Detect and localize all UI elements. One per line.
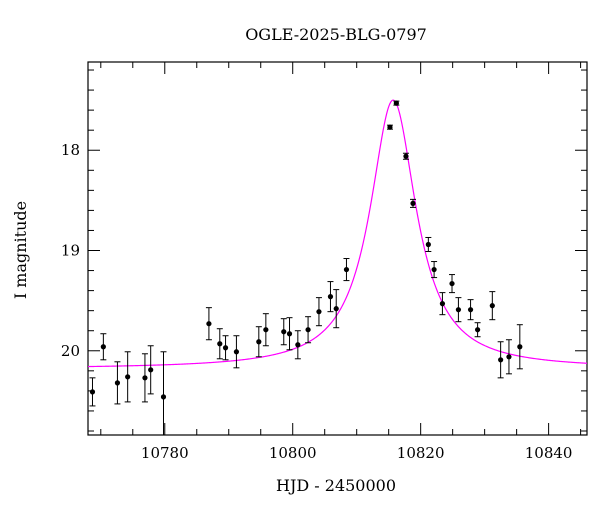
data-point — [305, 316, 312, 344]
data-point — [327, 281, 334, 313]
data-point — [114, 361, 121, 405]
data-point — [505, 339, 512, 375]
y-tick-label: 19 — [61, 242, 80, 260]
data-point — [124, 351, 131, 403]
data-point — [467, 299, 474, 321]
data-point — [315, 297, 322, 327]
x-tick-label: 10820 — [397, 444, 445, 462]
x-axis-label: HJD - 2450000 — [276, 476, 396, 495]
y-tick-label: 20 — [61, 342, 80, 360]
point-marker — [160, 394, 167, 400]
plot-frame — [87, 61, 588, 436]
point-marker — [217, 341, 223, 347]
model-curve — [87, 99, 588, 368]
point-marker — [100, 344, 106, 350]
point-marker — [206, 321, 212, 327]
data-point — [255, 326, 262, 358]
data-point — [393, 100, 400, 106]
data-point — [455, 297, 462, 323]
point-marker — [333, 306, 339, 312]
data-point — [497, 341, 504, 379]
point-marker — [475, 327, 481, 333]
x-tick-label: 10780 — [141, 444, 189, 462]
point-marker — [343, 266, 350, 273]
point-marker — [498, 357, 504, 363]
data-point — [216, 328, 223, 360]
point-marker — [256, 339, 262, 345]
data-point — [333, 289, 340, 329]
point-marker — [449, 280, 455, 287]
data-point — [449, 274, 456, 294]
data-point — [262, 313, 269, 347]
point-marker — [455, 307, 462, 313]
tick-labels: 10780 10800 10820 10840 18 19 20 — [61, 141, 573, 462]
point-marker — [89, 389, 96, 395]
point-marker — [305, 327, 311, 333]
x-tick-label: 10800 — [269, 444, 317, 462]
point-marker — [393, 100, 399, 106]
point-marker — [489, 303, 495, 309]
data-points — [89, 100, 523, 436]
data-point — [286, 317, 293, 351]
data-point — [409, 198, 416, 208]
data-point — [89, 377, 96, 407]
point-marker — [517, 344, 523, 350]
point-marker — [467, 307, 474, 313]
point-marker — [148, 367, 154, 373]
y-tick-label: 18 — [61, 141, 80, 159]
data-point — [516, 324, 523, 370]
data-point — [294, 330, 301, 360]
point-marker — [233, 349, 240, 355]
chart-title: OGLE-2025-BLG-0797 — [245, 25, 427, 44]
point-marker — [295, 342, 301, 348]
point-marker — [263, 327, 269, 333]
tick-marks — [88, 62, 587, 435]
point-marker — [506, 354, 512, 360]
data-point — [474, 322, 481, 338]
point-marker — [142, 375, 148, 381]
data-point — [343, 258, 350, 282]
data-point — [489, 291, 496, 321]
data-point — [431, 261, 438, 279]
x-tick-label: 10840 — [525, 444, 573, 462]
point-marker — [222, 345, 229, 351]
data-point — [280, 318, 287, 346]
point-marker — [403, 153, 409, 159]
point-marker — [410, 200, 416, 206]
point-marker — [114, 380, 121, 386]
point-marker — [316, 309, 322, 315]
data-point — [222, 335, 229, 361]
data-point — [100, 333, 107, 361]
data-point — [233, 335, 240, 369]
data-point — [402, 152, 409, 160]
point-marker — [327, 294, 334, 300]
point-marker — [431, 266, 437, 273]
data-point — [160, 351, 167, 436]
point-marker — [125, 374, 131, 380]
y-axis-label: I magnitude — [11, 201, 30, 299]
point-marker — [387, 124, 393, 130]
point-marker — [281, 329, 287, 335]
data-point — [425, 236, 432, 253]
data-point — [141, 353, 148, 403]
point-marker — [425, 241, 431, 248]
data-point — [147, 345, 154, 395]
point-marker — [439, 301, 446, 307]
data-point — [205, 307, 212, 341]
data-point — [439, 292, 446, 316]
point-marker — [286, 331, 293, 337]
data-point — [386, 124, 393, 130]
